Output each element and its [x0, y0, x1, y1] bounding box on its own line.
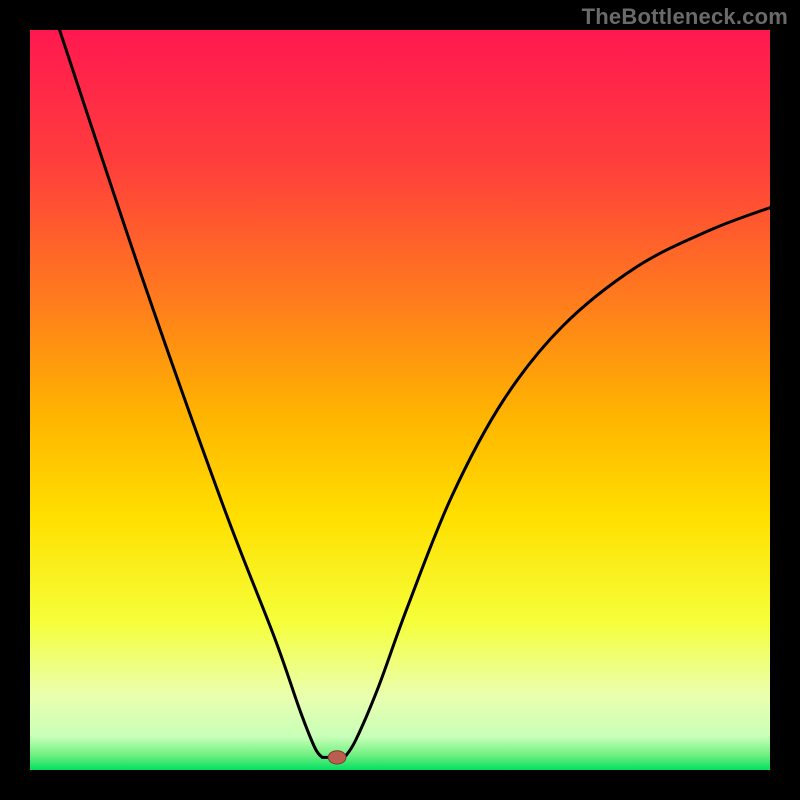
optimal-point-marker [328, 751, 346, 764]
chart-frame: TheBottleneck.com [0, 0, 800, 800]
gradient-background [30, 30, 770, 770]
chart-svg [30, 30, 770, 770]
plot-area [30, 30, 770, 770]
watermark-text: TheBottleneck.com [582, 4, 788, 30]
